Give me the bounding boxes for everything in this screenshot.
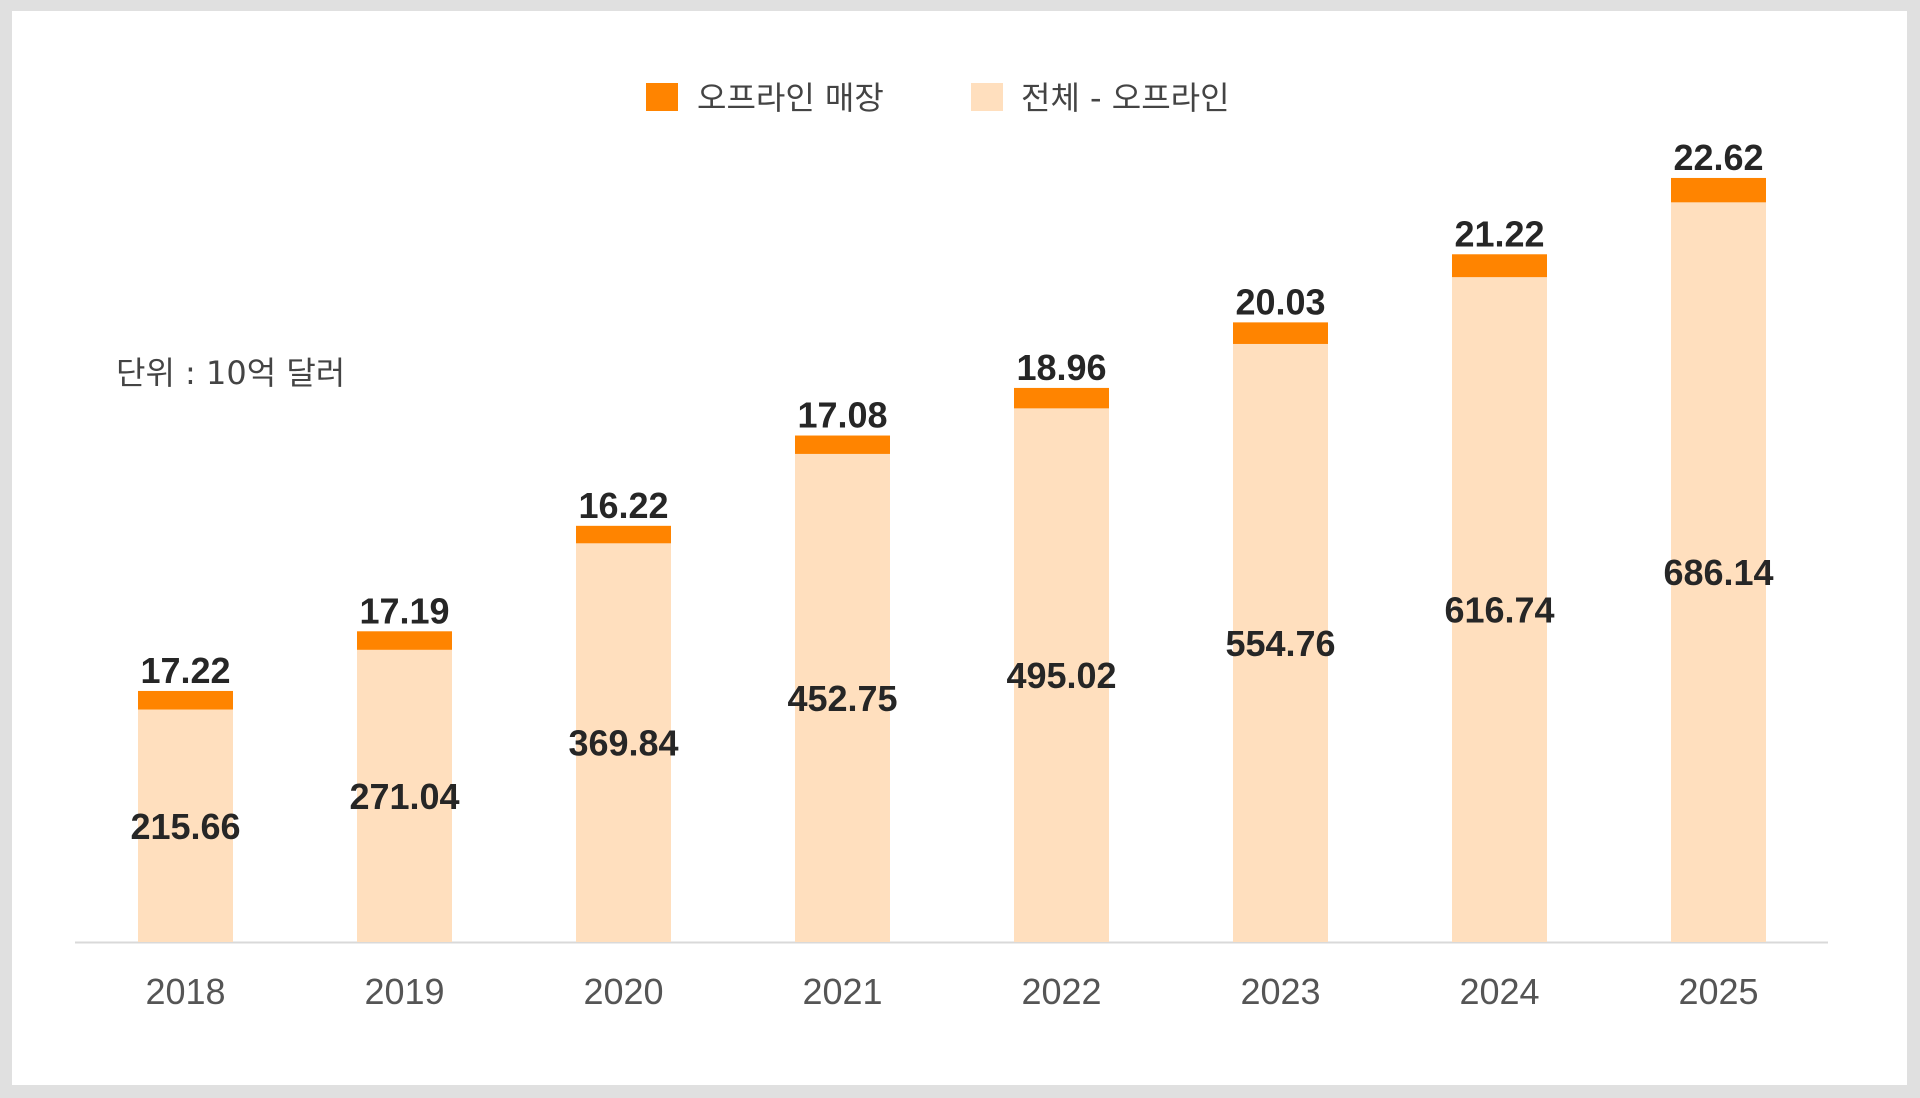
bars — [138, 177, 1766, 943]
bar-online-2020 — [576, 543, 671, 942]
bar-offline-2022 — [1014, 387, 1109, 409]
bar-online-2024 — [1452, 277, 1547, 942]
bar-online-2023 — [1233, 343, 1328, 942]
value-labels: 215.66 17.22 271.04 17.19 369.84 16.22 452.75 1… — [130, 137, 1773, 847]
value-label-offline-2023: 20.03 — [1235, 281, 1325, 322]
chart-panel — [12, 11, 1907, 1085]
bar-online-2025 — [1671, 202, 1766, 943]
legend-label-offline: 오프라인 매장 — [697, 79, 884, 117]
value-label-online-2019: 271.04 — [349, 776, 459, 817]
value-label-online-2024: 616.74 — [1444, 590, 1554, 631]
value-label-online-2022: 495.02 — [1006, 655, 1116, 696]
unit-note: 단위 : 10억 달러 — [116, 354, 345, 392]
x-tick-labels: 2018 2019 2020 2021 2022 2023 2024 2025 — [145, 971, 1758, 1012]
x-tick-2024: 2024 — [1459, 971, 1539, 1012]
bar-online-2018 — [138, 709, 233, 942]
value-label-online-2021: 452.75 — [787, 678, 897, 719]
x-tick-2022: 2022 — [1021, 971, 1101, 1012]
legend-swatch-online — [971, 83, 1003, 111]
value-label-online-2023: 554.76 — [1225, 623, 1335, 664]
x-tick-2019: 2019 — [364, 971, 444, 1012]
value-label-offline-2018: 17.22 — [140, 650, 230, 691]
value-label-offline-2024: 21.22 — [1454, 213, 1544, 254]
value-label-offline-2021: 17.08 — [797, 395, 887, 436]
bar-offline-2020 — [576, 525, 671, 544]
value-label-offline-2022: 18.96 — [1016, 347, 1106, 388]
value-label-online-2025: 686.14 — [1663, 552, 1773, 593]
value-label-offline-2020: 16.22 — [578, 485, 668, 526]
x-tick-2018: 2018 — [145, 971, 225, 1012]
legend-swatch-offline — [646, 83, 678, 111]
x-tick-2021: 2021 — [802, 971, 882, 1012]
bar-online-2021 — [795, 453, 890, 942]
x-tick-2025: 2025 — [1678, 971, 1758, 1012]
bar-online-2019 — [357, 649, 452, 942]
value-label-offline-2019: 17.19 — [359, 590, 449, 631]
bar-offline-2023 — [1233, 322, 1328, 344]
legend: 오프라인 매장 전체 - 오프라인 — [646, 79, 1230, 117]
value-label-online-2020: 369.84 — [568, 723, 678, 764]
value-label-online-2018: 215.66 — [130, 806, 240, 847]
x-tick-2023: 2023 — [1240, 971, 1320, 1012]
legend-label-online: 전체 - 오프라인 — [1021, 79, 1230, 117]
value-label-offline-2025: 22.62 — [1673, 137, 1763, 178]
bar-offline-2021 — [795, 435, 890, 454]
x-tick-2020: 2020 — [583, 971, 663, 1012]
bar-offline-2024 — [1452, 254, 1547, 278]
bar-offline-2018 — [138, 690, 233, 710]
bar-offline-2025 — [1671, 177, 1766, 203]
bar-offline-2019 — [357, 631, 452, 650]
bar-online-2022 — [1014, 408, 1109, 943]
